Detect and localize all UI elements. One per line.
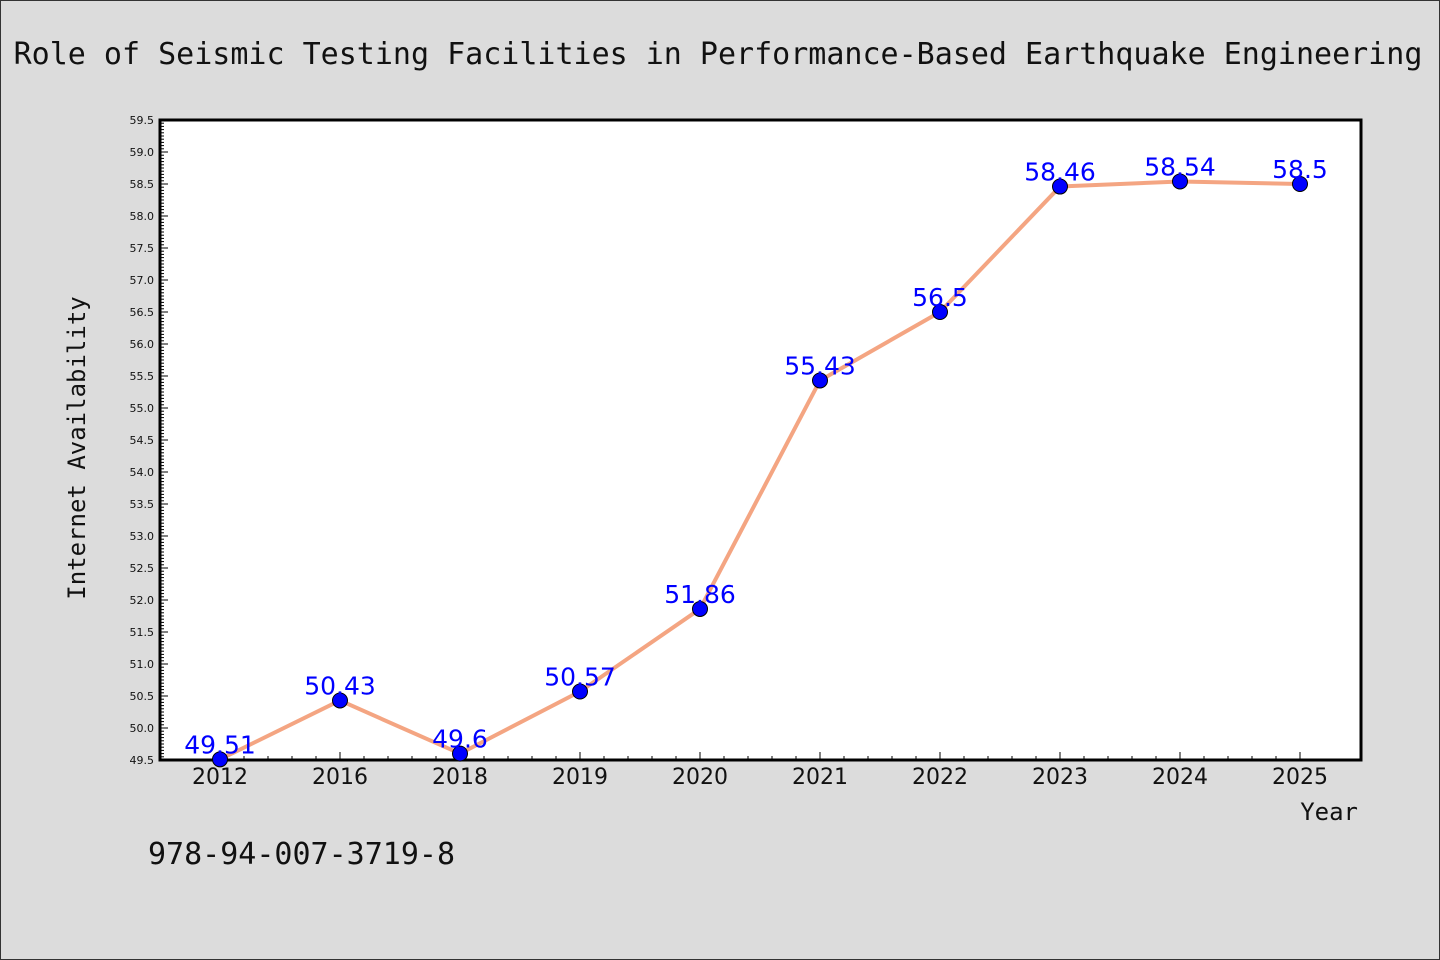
y-tick-label: 52.0 [130, 594, 155, 607]
data-point [212, 751, 228, 768]
x-tick-label: 2021 [792, 765, 848, 790]
data-label: 51.86 [664, 580, 736, 609]
data-label: 50.43 [304, 671, 376, 700]
y-tick-label: 56.0 [130, 338, 155, 351]
y-tick-label: 59.0 [130, 146, 155, 159]
data-label: 55.43 [784, 351, 856, 380]
data-label: 49.6 [432, 725, 488, 754]
y-tick-label: 53.0 [130, 530, 155, 543]
data-label: 49.51 [184, 730, 256, 759]
y-tick-label: 57.0 [130, 274, 155, 287]
isbn-annotation: 978-94-007-3719-8 [148, 837, 455, 872]
y-tick-label: 55.5 [130, 370, 155, 383]
y-tick-label: 54.0 [130, 466, 155, 479]
plot-area [158, 118, 1363, 762]
y-tick-label: 58.0 [130, 210, 155, 223]
x-axis: 2012 2016 2018 2019 2020 2021 2022 2023 2024 2025 [192, 752, 1328, 790]
data-label: 58.54 [1144, 152, 1216, 181]
y-tick-label: 56.5 [130, 306, 155, 319]
y-tick-label: 50.5 [130, 690, 155, 703]
chart-title: Role of Seismic Testing Facilities in Pe… [14, 37, 1423, 72]
x-tick-label: 2023 [1032, 765, 1088, 790]
x-tick-label: 2024 [1152, 765, 1208, 790]
y-tick-label: 51.5 [130, 626, 155, 639]
y-tick-label: 54.5 [130, 434, 155, 447]
data-point [1292, 176, 1308, 192]
x-tick-label: 2018 [432, 765, 488, 790]
x-tick-label: 2020 [672, 765, 728, 790]
x-tick-label: 2012 [192, 765, 248, 790]
series-line-group [212, 173, 1308, 768]
data-point [332, 692, 348, 709]
y-tick-label: 53.5 [130, 498, 155, 511]
y-tick-label: 58.5 [130, 178, 155, 191]
data-label: 58.5 [1272, 155, 1328, 184]
y-tick-label: 59.5 [130, 114, 155, 127]
x-tick-label: 2016 [312, 765, 368, 790]
data-label: 56.5 [912, 283, 968, 312]
data-label: 58.46 [1024, 158, 1096, 187]
y-axis: 49.5 50.0 50.5 51.0 51.5 52.0 52.5 53.0 53.5 54.0… [130, 114, 168, 767]
data-point [812, 372, 828, 389]
x-axis-title: Year [1300, 798, 1358, 826]
data-point [572, 683, 588, 700]
y-axis-title: Internet Availability [63, 296, 91, 599]
series-line [219, 179, 1301, 762]
data-point [1172, 173, 1188, 190]
data-point [1052, 178, 1068, 195]
y-tick-label: 55.0 [130, 402, 155, 415]
data-point [452, 745, 468, 762]
y-tick-label: 51.0 [130, 658, 155, 671]
y-tick-label: 50.0 [130, 722, 155, 735]
data-point [932, 304, 948, 320]
x-tick-label: 2025 [1272, 765, 1328, 790]
data-label-group: 49.51 50.43 49.6 50.57 51.86 55.43 56.5 58.46 58… [184, 152, 1328, 759]
data-point [692, 600, 708, 617]
y-tick-label: 52.5 [130, 562, 155, 575]
y-tick-label: 49.5 [130, 754, 155, 767]
x-tick-label: 2019 [552, 765, 608, 790]
x-tick-label: 2022 [912, 765, 968, 790]
data-label: 50.57 [544, 663, 616, 692]
y-tick-label: 57.5 [130, 242, 155, 255]
